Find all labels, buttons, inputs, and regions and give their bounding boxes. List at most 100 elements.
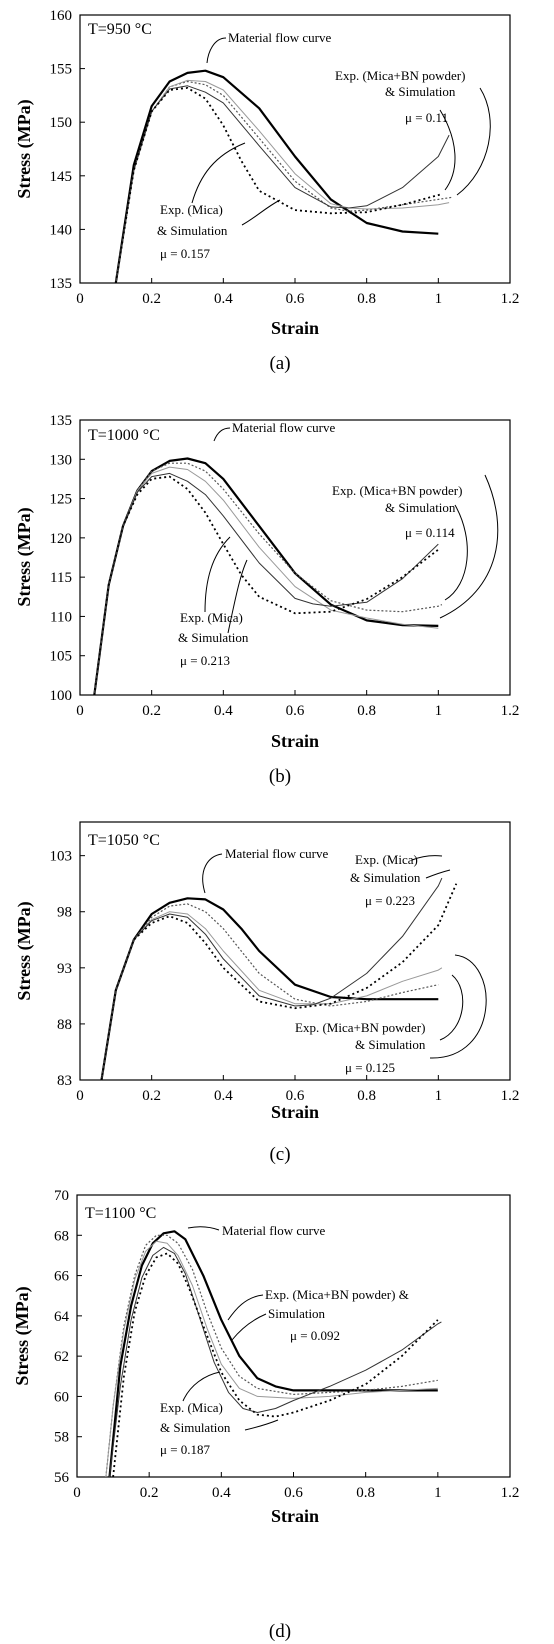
- panel-c: 0 0.2 0.4 0.6 0.8 1 1.2 83 88 93 98 103 T=1050 °C S…: [14, 821, 520, 1165]
- annotation-line: Material flow curve: [228, 30, 331, 45]
- x-tick-label: 1.2: [501, 1088, 520, 1104]
- x-tick-label: 1.2: [501, 291, 520, 307]
- annotation-line: Exp. (Mica+BN powder): [332, 483, 462, 498]
- annotation-arrow: [204, 536, 231, 613]
- series-line-3: [101, 911, 443, 1081]
- y-tick-label: 130: [50, 452, 73, 468]
- annotation-material-flow: Material flow curve: [187, 1223, 325, 1238]
- panel-label: (c): [269, 1144, 290, 1165]
- panel-a: 0 0.2 0.4 0.6 0.8 1 1.2 135 140 145 150 155 160 T=95…: [14, 8, 519, 374]
- temperature-label: T=1100 °C: [85, 1205, 156, 1222]
- annotation-arrow: [227, 559, 248, 634]
- annotation-arrow: [191, 142, 246, 204]
- annotation-arrow: [213, 427, 231, 442]
- series-line-5: [100, 883, 458, 1081]
- annotation-line: Exp. (Mica+BN powder): [295, 1020, 425, 1035]
- annotation-line: μ = 0.125: [345, 1060, 395, 1075]
- x-tick-label: 0.4: [214, 1088, 233, 1104]
- x-tick-label: 0: [76, 1088, 84, 1104]
- x-axis-title: Strain: [271, 1506, 319, 1526]
- x-axis-title: Strain: [271, 318, 319, 338]
- annotation-material-flow: Material flow curve: [202, 846, 328, 894]
- y-tick-label: 120: [50, 531, 73, 547]
- series-lines: [93, 457, 443, 696]
- annotation-line: Exp. (Mica+BN powder): [335, 68, 465, 83]
- annotation-line: μ = 0.157: [160, 246, 211, 261]
- x-tick-label: 0.6: [286, 291, 305, 307]
- ticks: 0 0.2 0.4 0.6 0.8 1 1.2 83 88 93 98 103: [50, 849, 520, 1104]
- annotation-line: & Simulation: [385, 500, 456, 515]
- series-line-1: [100, 897, 439, 1081]
- plot-frame: [79, 419, 511, 696]
- y-tick-label: 100: [50, 688, 73, 704]
- annotation-arrow: [439, 974, 464, 1041]
- series-line-2: [105, 1234, 438, 1478]
- annotation-line: μ = 0.11: [405, 110, 448, 125]
- x-tick-label: 0: [76, 291, 84, 307]
- annotation-line: Exp. (Mica): [355, 852, 418, 867]
- y-tick-label: 58: [54, 1430, 69, 1446]
- x-tick-label: 0: [76, 703, 84, 719]
- series-lines: [114, 69, 453, 284]
- annotation-line: Simulation: [268, 1306, 326, 1321]
- annotation-exp-mica: Exp. (Mica) & Simulation μ = 0.223: [350, 852, 451, 908]
- annotation-line: Exp. (Mica): [160, 1400, 223, 1415]
- x-tick-label: 0.8: [356, 1485, 375, 1501]
- annotation-line: μ = 0.114: [405, 525, 455, 540]
- annotation-line: μ = 0.092: [290, 1328, 340, 1343]
- x-tick-label: 1: [435, 1088, 443, 1104]
- annotation-material-flow: Material flow curve: [206, 30, 331, 64]
- x-tick-label: 1: [435, 291, 443, 307]
- y-tick-label: 135: [50, 413, 73, 429]
- y-tick-label: 66: [54, 1269, 70, 1285]
- annotation-line: & Simulation: [178, 630, 249, 645]
- annotation-line: & Simulation: [160, 1420, 231, 1435]
- annotation-exp-mica-bn: Exp. (Mica+BN powder) & Simulation μ = 0…: [295, 954, 487, 1075]
- panel-label: (d): [269, 1621, 291, 1642]
- panel-label: (a): [269, 353, 290, 374]
- y-axis-title: Stress (MPa): [14, 99, 35, 198]
- x-tick-label: 0.6: [286, 1088, 305, 1104]
- x-tick-label: 1: [435, 703, 443, 719]
- y-axis-title: Stress (MPa): [14, 507, 35, 606]
- annotation-line: & Simulation: [157, 223, 228, 238]
- y-tick-label: 103: [50, 849, 73, 865]
- annotation-arrow: [206, 37, 227, 64]
- annotation-line: Exp. (Mica+BN powder) &: [265, 1287, 409, 1302]
- plot-frame: [79, 14, 511, 284]
- annotation-arrow: [456, 87, 491, 196]
- annotation-line: μ = 0.223: [365, 893, 415, 908]
- annotation-arrow: [444, 504, 468, 601]
- x-tick-label: 0.2: [142, 1088, 161, 1104]
- y-tick-label: 105: [50, 649, 73, 665]
- annotation-exp-mica: Exp. (Mica) & Simulation μ = 0.157: [157, 142, 281, 261]
- y-tick-label: 98: [57, 905, 72, 921]
- annotation-exp-mica-bn: Exp. (Mica+BN powder) & Simulation μ = 0…: [335, 68, 491, 196]
- y-tick-label: 140: [50, 222, 73, 238]
- x-axis-title: Strain: [271, 731, 319, 751]
- y-tick-label: 70: [54, 1188, 69, 1204]
- annotation-line: & Simulation: [355, 1037, 426, 1052]
- x-tick-label: 1.2: [501, 703, 520, 719]
- y-tick-label: 150: [50, 115, 73, 131]
- annotation-line: & Simulation: [350, 870, 421, 885]
- series-line-4: [93, 472, 439, 696]
- annotation-line: Exp. (Mica): [180, 610, 243, 625]
- y-tick-label: 88: [57, 1017, 72, 1033]
- annotation-line: Material flow curve: [225, 846, 328, 861]
- y-tick-label: 83: [57, 1073, 72, 1089]
- series-line-3: [105, 1240, 438, 1478]
- annotation-arrow: [182, 1371, 221, 1402]
- y-tick-label: 115: [50, 570, 72, 586]
- series-line-5: [112, 1252, 439, 1478]
- y-tick-label: 68: [54, 1228, 69, 1244]
- y-tick-label: 125: [50, 492, 73, 508]
- y-tick-label: 145: [50, 169, 73, 185]
- annotation-material-flow: Material flow curve: [213, 420, 335, 442]
- x-tick-label: 0.8: [357, 291, 376, 307]
- annotation-arrow: [187, 1226, 220, 1231]
- series-line-1: [108, 1230, 438, 1478]
- annotation-line: & Simulation: [385, 84, 456, 99]
- y-axis-title: Stress (MPa): [14, 901, 35, 1000]
